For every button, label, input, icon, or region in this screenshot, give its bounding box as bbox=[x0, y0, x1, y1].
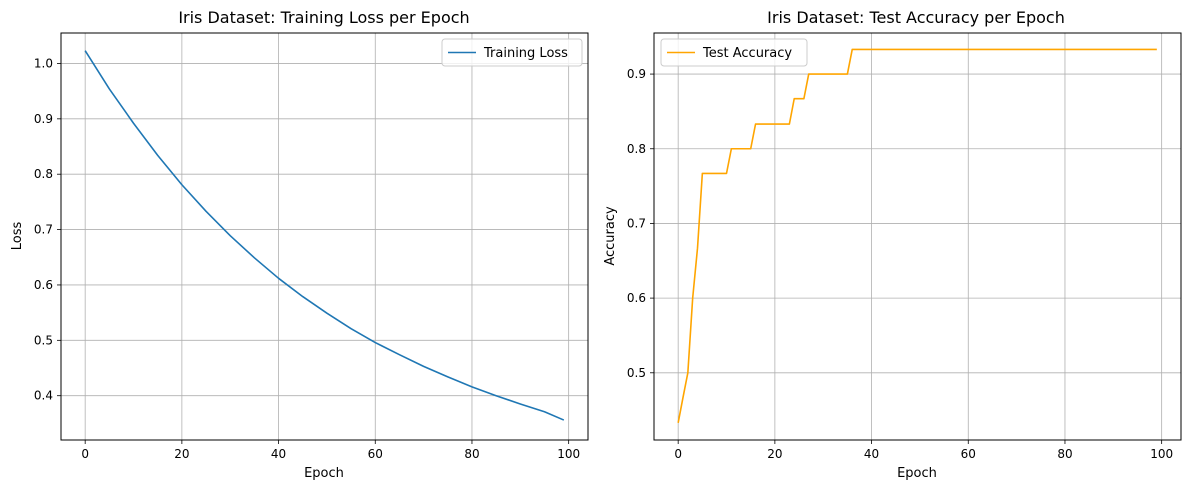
loss-y-tick-label: 1.0 bbox=[34, 56, 53, 70]
loss-y-tick-label: 0.9 bbox=[34, 112, 53, 126]
loss-chart-panel: Iris Dataset: Training Loss per Epoch 0 2… bbox=[10, 8, 589, 481]
accuracy-y-tick-label: 0.5 bbox=[627, 366, 646, 380]
loss-x-tick-label: 60 bbox=[368, 447, 383, 461]
accuracy-chart-series bbox=[677, 48, 1157, 423]
accuracy-y-tick-label: 0.7 bbox=[627, 216, 646, 230]
accuracy-legend-label: Test Accuracy bbox=[702, 46, 792, 61]
loss-x-tick-label: 100 bbox=[557, 447, 580, 461]
loss-chart-grid bbox=[61, 33, 588, 440]
loss-x-tick-label: 0 bbox=[81, 447, 89, 461]
loss-chart-ticks: 0 20 40 60 80 100 0.4 0.5 0.6 0.7 0.8 0.9 1.0 bbox=[34, 56, 580, 461]
loss-x-tick-label: 80 bbox=[464, 447, 479, 461]
loss-y-tick-label: 0.8 bbox=[34, 167, 53, 181]
accuracy-x-tick-label: 20 bbox=[767, 447, 782, 461]
loss-chart-series bbox=[84, 50, 565, 421]
loss-chart-axes-frame bbox=[60, 32, 589, 441]
loss-y-tick-label: 0.6 bbox=[34, 278, 53, 292]
loss-legend-label: Training Loss bbox=[483, 46, 568, 61]
loss-x-tick-label: 40 bbox=[271, 447, 286, 461]
loss-legend-box bbox=[441, 38, 583, 67]
accuracy-y-tick-label: 0.6 bbox=[627, 291, 646, 305]
accuracy-x-tick-label: 40 bbox=[864, 447, 879, 461]
accuracy-y-tick-label: 0.9 bbox=[627, 67, 646, 81]
accuracy-x-tick-label: 0 bbox=[674, 447, 682, 461]
accuracy-x-tick-label: 60 bbox=[961, 447, 976, 461]
accuracy-legend-box bbox=[660, 38, 808, 67]
loss-y-tick-label: 0.7 bbox=[34, 223, 53, 237]
accuracy-chart-ylabel: Accuracy bbox=[603, 206, 618, 266]
accuracy-chart-axes-frame bbox=[653, 32, 1182, 441]
loss-y-tick-label: 0.5 bbox=[34, 333, 53, 347]
accuracy-chart-panel: Iris Dataset: Test Accuracy per Epoch 0 2… bbox=[603, 8, 1182, 481]
loss-series-line bbox=[84, 50, 565, 421]
loss-chart-ylabel: Loss bbox=[10, 222, 25, 251]
accuracy-chart-xlabel: Epoch bbox=[897, 466, 937, 481]
accuracy-x-tick-label: 80 bbox=[1057, 447, 1072, 461]
accuracy-chart-ticks: 0 20 40 60 80 100 0.5 0.6 0.7 0.8 0.9 bbox=[627, 67, 1173, 461]
loss-chart-title: Iris Dataset: Training Loss per Epoch bbox=[178, 8, 469, 27]
accuracy-chart-title: Iris Dataset: Test Accuracy per Epoch bbox=[767, 8, 1065, 27]
loss-x-tick-label: 20 bbox=[174, 447, 189, 461]
loss-y-tick-label: 0.4 bbox=[34, 389, 53, 403]
accuracy-chart-legend: Test Accuracy bbox=[660, 38, 808, 67]
loss-chart-xlabel: Epoch bbox=[304, 466, 344, 481]
accuracy-series-line bbox=[677, 48, 1157, 423]
accuracy-y-tick-label: 0.8 bbox=[627, 142, 646, 156]
accuracy-x-tick-label: 100 bbox=[1150, 447, 1173, 461]
loss-chart-legend: Training Loss bbox=[441, 38, 583, 67]
